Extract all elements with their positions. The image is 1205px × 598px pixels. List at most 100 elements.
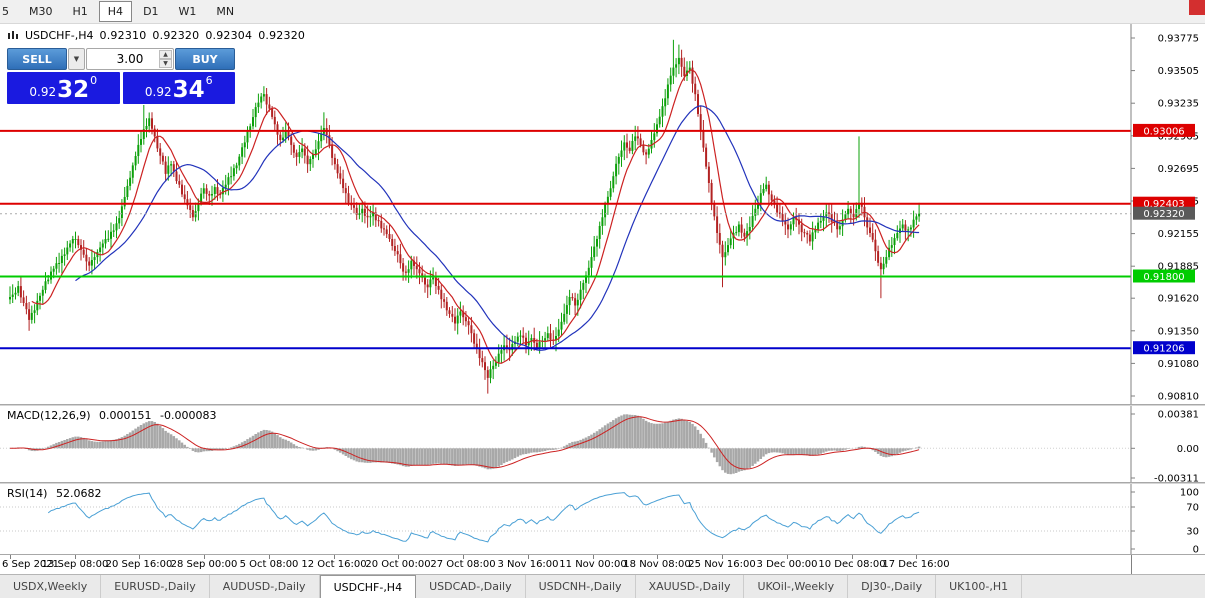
macd-label: MACD(12,26,9) 0.000151 -0.000083	[7, 409, 222, 422]
time-label: 5 Oct 08:00	[239, 559, 299, 570]
time-tick	[398, 555, 399, 559]
svg-text:0.00381: 0.00381	[1158, 410, 1199, 421]
tab-audusd-daily[interactable]: AUDUSD-,Daily	[210, 575, 320, 598]
chart-tabs-bar: USDX,Weekly EURUSD-,Daily AUDUSD-,Daily USD…	[0, 574, 1205, 598]
buy-price-point: 6	[205, 74, 213, 87]
time-label: 27 Oct 08:00	[430, 559, 496, 570]
axis-separator	[1131, 555, 1132, 574]
timeframe-d1[interactable]: D1	[143, 5, 159, 18]
chevron-down-icon: ▼	[73, 55, 80, 63]
sell-price-prefix: 0.92	[29, 85, 57, 99]
time-label: 11 Nov 00:00	[559, 559, 627, 570]
svg-text:0.91350: 0.91350	[1158, 326, 1199, 337]
rsi-value: 52.0682	[55, 487, 102, 500]
svg-text:30: 30	[1186, 527, 1199, 538]
time-label: 25 Nov 16:00	[688, 559, 756, 570]
svg-text:0.92403: 0.92403	[1143, 199, 1184, 210]
svg-text:0.91080: 0.91080	[1158, 359, 1199, 370]
svg-text:0.92320: 0.92320	[1143, 209, 1184, 220]
svg-text:0.93235: 0.93235	[1158, 99, 1199, 110]
timeframe-h4[interactable]: H4	[98, 1, 133, 22]
time-label: 13 Sep 08:00	[41, 559, 109, 570]
time-tick	[916, 555, 917, 559]
sell-price-pips: 32	[57, 77, 90, 103]
sell-button[interactable]: SELL	[7, 48, 67, 70]
timeframe-mn[interactable]: MN	[216, 5, 235, 18]
time-label: 6 Sep 2021	[2, 559, 60, 570]
svg-text:0.00: 0.00	[1177, 444, 1199, 455]
time-tick	[269, 555, 270, 559]
one-click-trading-panel: SELL ▼ 3.00 ▲ ▼ BUY 0.92 32 0	[7, 48, 235, 104]
sell-price-point: 0	[90, 74, 98, 87]
macd-name: MACD(12,26,9)	[7, 409, 91, 422]
pane-splitter[interactable]	[0, 404, 1205, 406]
tab-ukoil-weekly[interactable]: UKOil-,Weekly	[744, 575, 849, 598]
macd-value-signal: -0.000083	[160, 409, 217, 422]
rsi-pane[interactable]: 100 70 30 0 RSI(14) 52.0682	[0, 484, 1205, 554]
time-tick	[463, 555, 464, 559]
chart-header: USDCHF-,H4 0.92310 0.92320 0.92304 0.923…	[8, 29, 305, 42]
tab-xauusd-daily[interactable]: XAUUSD-,Daily	[636, 575, 745, 598]
chart-symbol: USDCHF-,H4	[25, 29, 94, 42]
svg-text:-0.00311: -0.00311	[1154, 474, 1199, 483]
time-label: 28 Sep 00:00	[170, 559, 238, 570]
svg-text:0.90810: 0.90810	[1158, 392, 1199, 403]
time-tick	[593, 555, 594, 559]
tab-usdcad-daily[interactable]: USDCAD-,Daily	[416, 575, 526, 598]
svg-text:0.92155: 0.92155	[1158, 229, 1199, 240]
macd-pane[interactable]: 0.00381 0.00 -0.00311 MACD(12,26,9) 0.0001…	[0, 406, 1205, 482]
time-tick	[10, 555, 11, 559]
bar-low: 0.92304	[205, 29, 253, 42]
rsi-chart[interactable]: 100 70 30 0	[0, 484, 1205, 554]
bar-open: 0.92310	[99, 29, 147, 42]
svg-text:0.91620: 0.91620	[1158, 294, 1199, 305]
time-tick	[657, 555, 658, 559]
tab-usdcnh-daily[interactable]: USDCNH-,Daily	[526, 575, 636, 598]
timeframe-w1[interactable]: W1	[178, 5, 197, 18]
time-tick	[528, 555, 529, 559]
time-tick	[204, 555, 205, 559]
volume-down-button[interactable]: ▼	[159, 59, 172, 68]
macd-chart[interactable]: 0.00381 0.00 -0.00311	[0, 406, 1205, 482]
sell-price-box[interactable]: 0.92 32 0	[7, 72, 120, 104]
svg-text:70: 70	[1186, 503, 1199, 514]
bar-high: 0.92320	[152, 29, 200, 42]
time-label: 20 Sep 16:00	[105, 559, 173, 570]
volume-stepper: ▲ ▼	[159, 50, 172, 68]
time-tick	[334, 555, 335, 559]
pane-splitter[interactable]	[0, 482, 1205, 484]
buy-price-box[interactable]: 0.92 34 6	[122, 72, 235, 104]
timeframe-toolbar: 5 M30 H1 H4 D1 W1 MN	[0, 0, 1205, 24]
macd-value-main: 0.000151	[99, 409, 152, 422]
tab-usdchf-h4[interactable]: USDCHF-,H4	[319, 575, 417, 598]
svg-text:0.91885: 0.91885	[1158, 262, 1199, 273]
svg-text:0.92695: 0.92695	[1158, 164, 1199, 175]
tab-eurusd-daily[interactable]: EURUSD-,Daily	[101, 575, 210, 598]
svg-text:0.93006: 0.93006	[1143, 126, 1184, 137]
timeframe-5[interactable]: 5	[2, 5, 9, 18]
time-label: 18 Nov 08:00	[623, 559, 691, 570]
time-tick	[852, 555, 853, 559]
volume-input[interactable]: 3.00 ▲ ▼	[86, 48, 174, 70]
tab-usdx-weekly[interactable]: USDX,Weekly	[0, 575, 102, 598]
volume-dropdown-button[interactable]: ▼	[68, 48, 85, 70]
time-axis[interactable]: 6 Sep 2021 13 Sep 08:00 20 Sep 16:00 28 Sep…	[0, 554, 1205, 574]
buy-button[interactable]: BUY	[175, 48, 235, 70]
time-tick	[75, 555, 76, 559]
timeframe-h1[interactable]: H1	[72, 5, 88, 18]
time-label: 3 Dec 00:00	[756, 559, 818, 570]
time-label: 10 Dec 08:00	[818, 559, 886, 570]
chart-window: 0.937750.935050.932350.929650.926950.924…	[0, 24, 1205, 574]
close-button[interactable]	[1189, 0, 1205, 15]
svg-text:0.93505: 0.93505	[1158, 66, 1199, 77]
bar-close: 0.92320	[258, 29, 306, 42]
timeframe-m30[interactable]: M30	[29, 5, 53, 18]
svg-text:0: 0	[1193, 545, 1199, 555]
volume-value: 3.00	[116, 52, 144, 66]
volume-up-button[interactable]: ▲	[159, 50, 172, 59]
main-chart-pane[interactable]: 0.937750.935050.932350.929650.926950.924…	[0, 24, 1205, 404]
tab-uk100-h1[interactable]: UK100-,H1	[936, 575, 1023, 598]
buy-price-pips: 34	[172, 77, 205, 103]
tab-dj30-daily[interactable]: DJ30-,Daily	[848, 575, 937, 598]
time-tick	[139, 555, 140, 559]
